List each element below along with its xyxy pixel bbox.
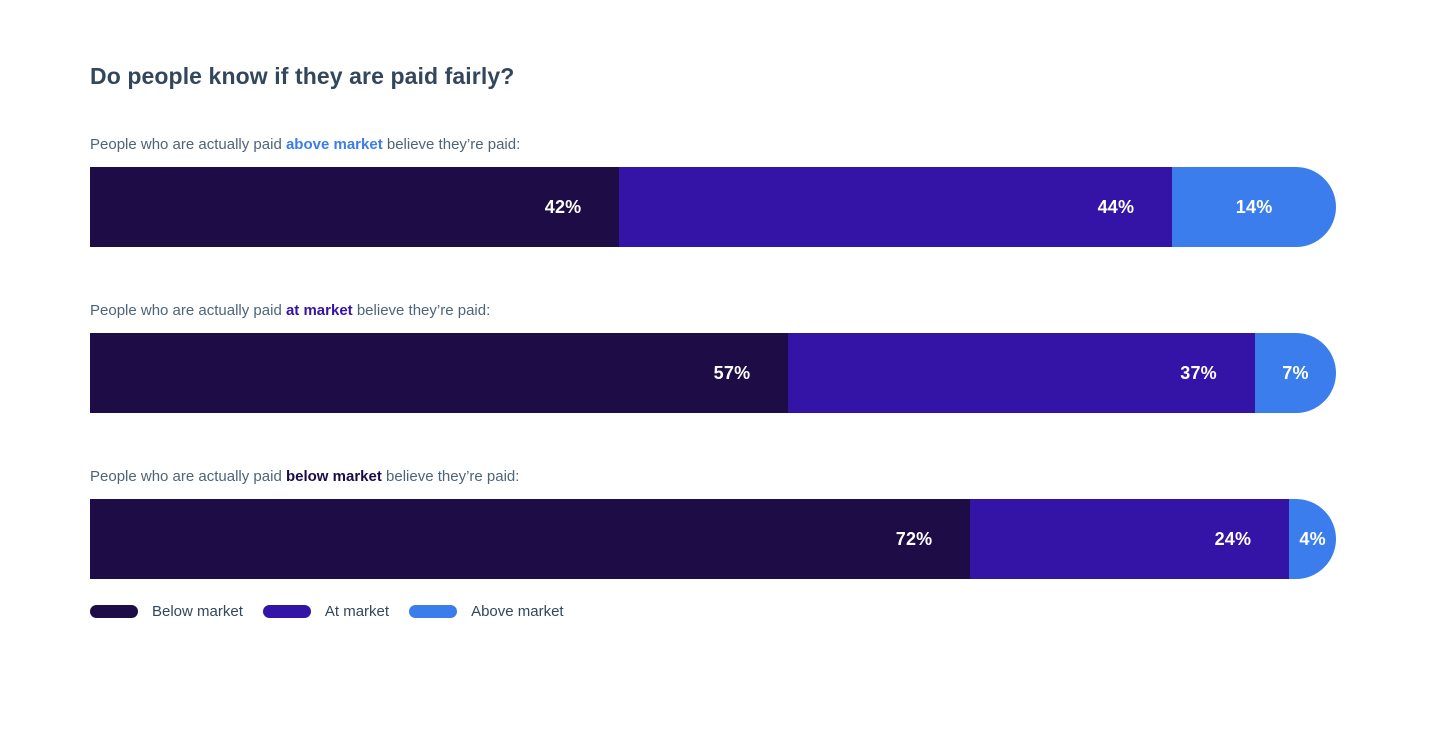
bar-segment: 24% (970, 499, 1290, 579)
segment-value: 24% (1214, 528, 1252, 549)
row-label-prefix: People who are actually paid (90, 136, 286, 153)
row-label-highlight: at market (285, 302, 353, 319)
bar-segment: 14% (1172, 167, 1336, 247)
row-label: People who are actually paid above marke… (90, 136, 1336, 154)
legend-swatch (90, 605, 138, 618)
row-label: People who are actually paid below marke… (90, 468, 1336, 486)
bar-segment: 72% (90, 499, 971, 579)
bar-row: 72% 24% 4% (90, 499, 1336, 579)
segment-value: 42% (544, 196, 582, 217)
chart-row: People who are actually paid at market b… (90, 302, 1336, 413)
legend-label: Below market (152, 603, 243, 620)
row-label-prefix: People who are actually paid (90, 302, 286, 319)
chart-row: People who are actually paid below marke… (90, 468, 1336, 579)
legend-swatch (262, 605, 311, 618)
legend-item: Above market (409, 603, 564, 620)
legend: Below market At market Above market (90, 603, 1336, 620)
legend-label: At market (324, 603, 390, 620)
bar-row: 57% 37% 7% (90, 333, 1336, 413)
row-label-highlight: above market (285, 136, 383, 153)
chart-title: Do people know if they are paid fairly? (90, 63, 515, 89)
segment-value: 37% (1180, 362, 1217, 383)
row-label: People who are actually paid at market b… (90, 302, 1336, 320)
bar-segment: 44% (619, 167, 1173, 247)
row-label-prefix: People who are actually paid (90, 468, 286, 485)
segment-value: 7% (1282, 362, 1309, 383)
bar-segment: 57% (90, 333, 789, 413)
segment-value: 57% (713, 362, 751, 383)
segment-value: 72% (895, 528, 933, 549)
segment-value: 14% (1235, 196, 1273, 217)
bar-row: 42% 44% 14% (90, 167, 1336, 247)
bar-segment: 37% (788, 333, 1255, 413)
stacked-bar-chart: People who are actually paid above marke… (90, 136, 1336, 620)
bar-segment: 42% (90, 167, 620, 247)
bar-segment: 7% (1254, 333, 1336, 413)
chart-row: People who are actually paid above marke… (90, 136, 1336, 247)
legend-swatch (409, 605, 458, 618)
row-label-highlight: below market (285, 468, 382, 485)
row-label-suffix: believe they’re paid: (352, 302, 491, 319)
legend-item: At market (262, 603, 390, 620)
segment-value: 44% (1097, 196, 1135, 217)
segment-value: 4% (1299, 528, 1326, 549)
legend-item: Below market (90, 603, 243, 620)
bar-segment: 4% (1289, 499, 1336, 579)
row-label-suffix: believe they’re paid: (381, 468, 520, 485)
legend-label: Above market (471, 603, 564, 620)
row-label-suffix: believe they’re paid: (382, 136, 521, 153)
